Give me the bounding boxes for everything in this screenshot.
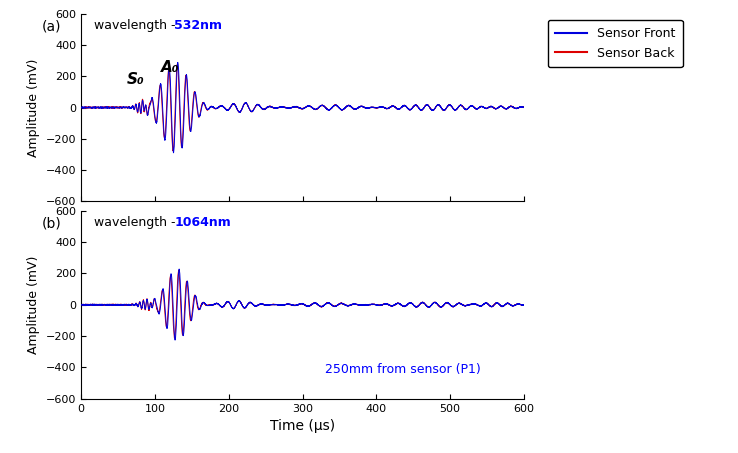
Text: wavelength -: wavelength -	[94, 19, 180, 32]
Text: S₀: S₀	[127, 72, 145, 87]
Text: 250mm from sensor (P1): 250mm from sensor (P1)	[325, 363, 480, 376]
Text: 1064nm: 1064nm	[174, 217, 231, 230]
Text: A₀: A₀	[161, 59, 179, 74]
Y-axis label: Amplitude (mV): Amplitude (mV)	[27, 255, 41, 354]
Text: (b): (b)	[41, 217, 61, 231]
Y-axis label: Amplitude (mV): Amplitude (mV)	[27, 58, 41, 157]
X-axis label: Time (μs): Time (μs)	[270, 419, 335, 433]
Text: wavelength -: wavelength -	[94, 217, 180, 230]
Text: (a): (a)	[41, 19, 61, 33]
Text: 532nm: 532nm	[174, 19, 222, 32]
Legend: Sensor Front, Sensor Back: Sensor Front, Sensor Back	[548, 20, 683, 67]
